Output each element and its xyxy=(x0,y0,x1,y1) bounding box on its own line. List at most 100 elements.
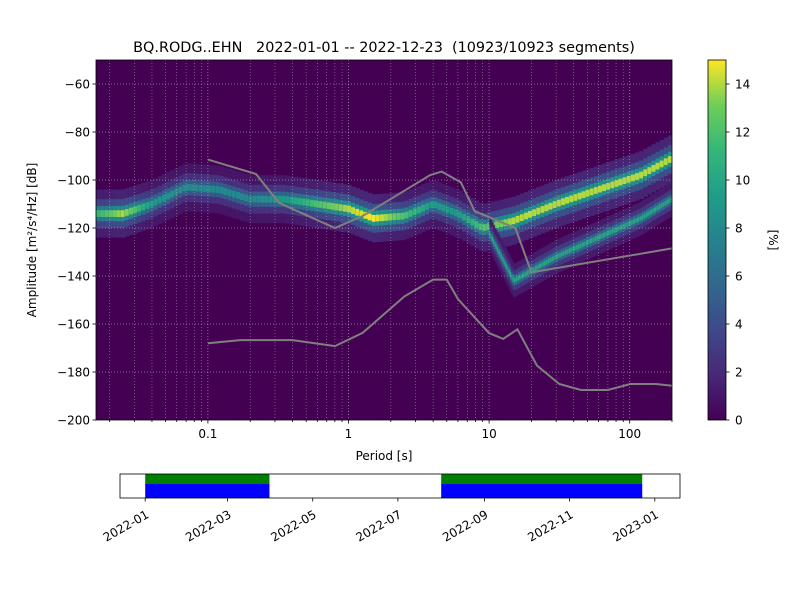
density-cell xyxy=(517,275,520,281)
density-cell xyxy=(635,218,638,223)
density-cell xyxy=(346,205,352,213)
density-cell xyxy=(564,250,567,255)
timeline-tick-label: 2022-09 xyxy=(440,507,490,544)
density-cell xyxy=(326,202,332,210)
density-cell xyxy=(512,277,515,283)
density-cell xyxy=(643,169,648,177)
density-cell xyxy=(624,222,627,228)
timeline-tick-label: 2022-01 xyxy=(101,507,151,544)
density-cell xyxy=(116,210,122,217)
density-cell xyxy=(528,211,533,218)
density-cell xyxy=(128,207,134,215)
density-cell xyxy=(215,186,221,193)
density-cell xyxy=(628,221,631,226)
density-cell xyxy=(552,201,558,208)
colorbar-tick-label: 6 xyxy=(735,269,743,283)
density-cell xyxy=(556,199,562,207)
density-cell xyxy=(470,218,476,226)
density-cell xyxy=(533,266,536,272)
density-cell xyxy=(660,203,663,209)
timeline-tick-label: 2022-05 xyxy=(268,507,318,544)
y-tick-label: −200 xyxy=(57,413,90,427)
noise-model-curves xyxy=(207,158,672,391)
density-cell xyxy=(219,186,225,194)
noise-model-line-2 xyxy=(207,278,672,391)
density-cell xyxy=(576,244,579,250)
density-cell xyxy=(644,213,647,219)
density-cell xyxy=(583,241,586,247)
density-cell xyxy=(560,198,566,206)
density-cell xyxy=(615,227,618,232)
density-cell xyxy=(453,209,459,217)
density-cell xyxy=(433,201,439,209)
density-cell xyxy=(437,203,443,210)
timeline-data-segment xyxy=(441,484,643,498)
density-cell xyxy=(550,257,553,262)
y-tick-label: −100 xyxy=(57,173,90,187)
density-cell xyxy=(458,211,463,219)
timeline-used-segment xyxy=(145,474,270,484)
density-cell xyxy=(602,184,607,192)
density-cell xyxy=(244,194,249,202)
density-cell xyxy=(618,178,624,186)
density-cell xyxy=(498,249,501,255)
density-cell xyxy=(509,272,512,277)
density-cell xyxy=(441,204,447,212)
density-cell xyxy=(314,200,319,208)
density-cell xyxy=(490,234,493,239)
density-cell xyxy=(351,207,356,214)
density-cell xyxy=(515,215,521,223)
density-cell xyxy=(554,255,557,260)
density-cell xyxy=(534,266,537,271)
density-cell xyxy=(108,210,114,217)
density-cell xyxy=(416,206,422,214)
density-cell xyxy=(560,251,563,257)
density-cell xyxy=(384,214,389,221)
density-cell xyxy=(593,237,596,242)
density-cell xyxy=(532,267,535,273)
density-cell xyxy=(400,212,406,220)
colorbar-label: [%] xyxy=(766,230,780,251)
density-cell xyxy=(585,189,591,197)
density-cell xyxy=(371,215,377,222)
density-cell xyxy=(563,250,566,256)
density-cell xyxy=(474,221,480,228)
density-cell xyxy=(596,235,599,241)
density-cell xyxy=(207,185,212,193)
density-cell xyxy=(655,206,657,212)
density-cell xyxy=(659,160,665,168)
density-cell xyxy=(631,219,634,225)
density-cell xyxy=(445,206,451,214)
density-cell xyxy=(367,213,373,221)
density-cell xyxy=(567,249,570,254)
colorbar-tick-label: 8 xyxy=(735,221,743,235)
density-cell xyxy=(260,195,266,203)
density-cell xyxy=(186,184,192,191)
density-cell xyxy=(359,210,365,218)
density-cell xyxy=(508,269,511,275)
density-cell xyxy=(516,276,519,282)
density-cell xyxy=(569,195,574,203)
density-cell xyxy=(609,230,612,235)
density-cell xyxy=(502,257,505,262)
density-cell xyxy=(520,274,523,280)
colorbar: 0 2 4 6 8 10 12 14 [%] xyxy=(707,59,780,427)
density-cell xyxy=(670,197,672,202)
density-cell xyxy=(581,242,584,248)
density-cell xyxy=(632,219,635,225)
plot-area: 0.1 1 10 100 −60 −80 −100 −120 −140 −160 −180 −200 xyxy=(57,59,673,441)
density-cell xyxy=(519,275,522,280)
density-cell xyxy=(507,218,513,226)
density-cell xyxy=(652,208,655,214)
colorbar-gradient xyxy=(707,59,727,421)
density-layer xyxy=(96,135,672,298)
density-cell xyxy=(235,192,241,199)
density-cell xyxy=(619,225,622,231)
y-tick-label: −60 xyxy=(65,77,90,91)
density-cell xyxy=(293,197,299,205)
density-cell xyxy=(297,198,303,205)
density-cell xyxy=(605,231,608,237)
density-cell xyxy=(104,210,109,217)
density-cell xyxy=(613,228,616,233)
density-cell xyxy=(268,195,274,203)
